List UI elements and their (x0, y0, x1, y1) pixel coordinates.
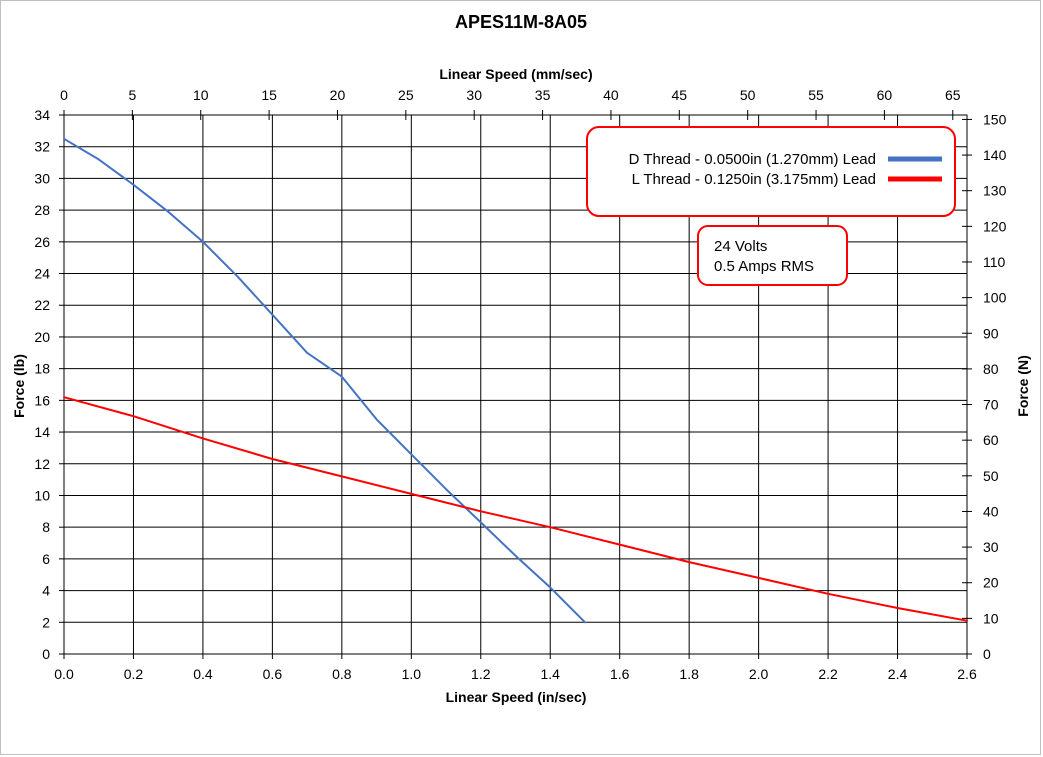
x2-tick-label: 55 (808, 87, 824, 103)
x2-tick-label: 20 (330, 87, 346, 103)
x2-tick-label: 45 (672, 87, 688, 103)
y-tick-label: 20 (34, 329, 50, 345)
legend: D Thread - 0.0500in (1.270mm) Lead L Thr… (586, 126, 956, 217)
y-tick-label: 10 (34, 487, 50, 503)
x-tick-label: 1.8 (679, 666, 699, 682)
series-line-d-thread (63, 137, 586, 624)
x-tick-label: 0.2 (124, 666, 144, 682)
current-label: 0.5 Amps RMS (714, 258, 814, 275)
y2-tick-label: 140 (983, 147, 1007, 163)
x-tick-label: 0.8 (332, 666, 352, 682)
y-tick-label: 22 (34, 297, 50, 313)
x2-tick-label: 40 (603, 87, 619, 103)
y2-tick-label: 110 (983, 254, 1006, 270)
chart-title: APES11M-8A05 (455, 12, 587, 32)
x-tick-label: 1.0 (402, 666, 422, 682)
y-tick-label: 12 (34, 456, 50, 472)
y2-tick-label: 90 (983, 325, 999, 341)
legend-box (586, 126, 956, 217)
y-tick-label: 0 (42, 646, 50, 662)
x2-tick-label: 15 (261, 87, 277, 103)
y2-tick-label: 70 (983, 397, 999, 413)
spec-annotation-box (697, 225, 848, 286)
y2-tick-label: 50 (983, 468, 999, 484)
x-tick-label: 1.2 (471, 666, 491, 682)
x-tick-label: 1.4 (540, 666, 560, 682)
voltage-label: 24 Volts (714, 238, 767, 255)
y-tick-label: 8 (42, 519, 50, 535)
y2-tick-label: 40 (983, 503, 999, 519)
series-line-l-thread (63, 396, 968, 622)
x2-tick-label: 0 (60, 87, 68, 103)
y2-tick-label: 130 (983, 183, 1007, 199)
tick-labels: 0.0 0.2 0.4 0.6 0.8 1.0 1.2 1.4 1.6 1.8 2.0 2.2 2.4 2… (34, 87, 1006, 682)
y-tick-label: 28 (34, 202, 50, 218)
y-tick-label: 6 (42, 551, 50, 567)
x-tick-label: 2.4 (888, 666, 908, 682)
left-y-axis-title: Force (lb) (11, 354, 27, 418)
y2-tick-label: 100 (983, 290, 1007, 306)
top-x-axis-title: Linear Speed (mm/sec) (439, 66, 592, 82)
y2-tick-label: 20 (983, 575, 999, 591)
bottom-x-axis-title: Linear Speed (in/sec) (446, 689, 587, 705)
series-lines (63, 137, 968, 624)
y2-tick-label: 10 (983, 610, 999, 626)
y-tick-label: 24 (34, 266, 50, 282)
x-tick-label: 0.4 (193, 666, 213, 682)
y-tick-label: 16 (34, 392, 50, 408)
right-y-axis-title: Force (N) (1015, 355, 1031, 416)
x2-tick-label: 25 (398, 87, 414, 103)
x-tick-label: 0.0 (54, 666, 74, 682)
y-tick-label: 14 (34, 424, 50, 440)
x2-tick-label: 60 (877, 87, 893, 103)
y-tick-label: 4 (42, 583, 50, 599)
x-tick-label: 2.6 (957, 666, 977, 682)
y2-tick-label: 0 (983, 646, 991, 662)
x2-tick-label: 65 (945, 87, 961, 103)
y-tick-label: 34 (34, 107, 50, 123)
x2-tick-label: 30 (466, 87, 482, 103)
x2-tick-label: 10 (193, 87, 209, 103)
legend-label-d-thread: D Thread - 0.0500in (1.270mm) Lead (629, 151, 876, 168)
y-tick-label: 32 (34, 139, 50, 155)
legend-label-l-thread: L Thread - 0.1250in (3.175mm) Lead (632, 171, 876, 188)
y-tick-label: 18 (34, 361, 50, 377)
x2-tick-label: 5 (128, 87, 136, 103)
y2-tick-label: 80 (983, 361, 999, 377)
y-tick-label: 30 (34, 170, 50, 186)
y2-tick-label: 30 (983, 539, 999, 555)
x2-tick-label: 35 (535, 87, 551, 103)
x-tick-label: 0.6 (263, 666, 283, 682)
y2-tick-label: 60 (983, 432, 999, 448)
x-tick-label: 2.2 (818, 666, 838, 682)
spec-annotation: 24 Volts 0.5 Amps RMS (697, 225, 848, 286)
y-tick-label: 2 (42, 614, 50, 630)
x2-tick-label: 50 (740, 87, 756, 103)
y2-tick-label: 150 (983, 111, 1007, 127)
x-tick-label: 2.0 (749, 666, 769, 682)
y2-tick-label: 120 (983, 218, 1007, 234)
x-tick-label: 1.6 (610, 666, 630, 682)
y-tick-label: 26 (34, 234, 50, 250)
